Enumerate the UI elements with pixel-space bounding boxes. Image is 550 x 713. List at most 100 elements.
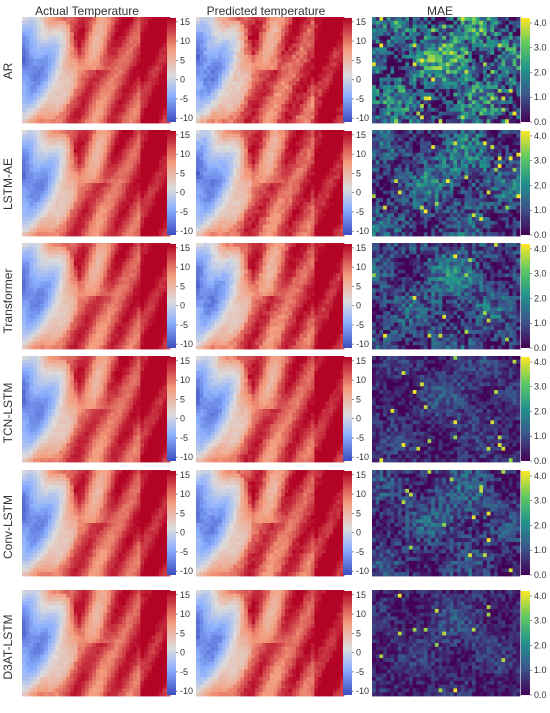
heatmap-cell bbox=[99, 107, 104, 113]
heatmap-cell bbox=[207, 104, 212, 109]
heatmap-cell bbox=[73, 141, 78, 146]
heatmap-cell bbox=[446, 85, 451, 90]
heatmap-cell bbox=[162, 130, 167, 135]
heatmap-cell bbox=[162, 17, 167, 22]
heatmap-cell bbox=[299, 160, 304, 165]
heatmap-cell bbox=[25, 85, 30, 90]
heatmap-cell bbox=[310, 35, 315, 41]
heatmap-cell bbox=[390, 51, 395, 56]
heatmap-cell bbox=[383, 47, 388, 52]
heatmap-cell bbox=[144, 205, 149, 210]
heatmap-cell bbox=[307, 115, 312, 120]
heatmap-cell bbox=[512, 35, 517, 41]
heatmap-cell bbox=[214, 96, 219, 101]
heatmap-cell bbox=[92, 179, 97, 184]
heatmap-cell bbox=[240, 100, 245, 105]
heatmap-cell bbox=[62, 156, 67, 161]
heatmap-cell bbox=[40, 194, 45, 199]
heatmap-cell bbox=[103, 17, 108, 22]
heatmap-cell bbox=[59, 164, 64, 169]
heatmap-cell bbox=[62, 66, 67, 71]
heatmap-cell bbox=[508, 51, 513, 56]
heatmap-cell bbox=[505, 92, 510, 97]
heatmap-cell bbox=[386, 20, 391, 25]
heatmap-cell bbox=[77, 28, 82, 33]
heatmap-cell bbox=[199, 20, 204, 25]
heatmap-cell bbox=[133, 66, 138, 71]
heatmap-cell bbox=[420, 119, 425, 124]
heatmap-cell bbox=[110, 171, 115, 176]
heatmap-cell bbox=[110, 194, 115, 199]
heatmap-cell bbox=[110, 28, 115, 33]
heatmap-cell bbox=[203, 175, 208, 180]
heatmap-cell bbox=[129, 213, 134, 218]
heatmap-cell bbox=[151, 115, 156, 120]
heatmap-cell bbox=[423, 107, 428, 113]
heatmap-cell bbox=[144, 85, 149, 90]
heatmap-cell bbox=[110, 47, 115, 52]
heatmap-cell bbox=[262, 141, 267, 146]
heatmap-cell bbox=[155, 92, 160, 97]
heatmap-cell bbox=[125, 141, 130, 146]
heatmap-cell bbox=[136, 167, 141, 173]
heatmap-cell bbox=[151, 164, 156, 169]
heatmap-cell bbox=[110, 164, 115, 169]
heatmap-cell bbox=[207, 81, 212, 86]
heatmap-cell bbox=[490, 35, 495, 41]
heatmap-cell bbox=[501, 62, 506, 67]
heatmap-cell bbox=[270, 133, 275, 138]
heatmap-cell bbox=[107, 51, 112, 56]
heatmap-cell bbox=[270, 39, 275, 44]
heatmap-cell bbox=[490, 58, 495, 63]
heatmap-cell bbox=[229, 152, 234, 157]
heatmap-cell bbox=[144, 39, 149, 44]
heatmap-cell bbox=[420, 35, 425, 41]
heatmap-cell bbox=[483, 88, 488, 94]
heatmap-cell bbox=[416, 115, 421, 120]
heatmap-cell bbox=[81, 133, 86, 138]
heatmap-cell bbox=[483, 43, 488, 48]
heatmap-cell bbox=[310, 85, 315, 90]
heatmap-cell bbox=[40, 133, 45, 138]
heatmap-cell bbox=[508, 77, 513, 82]
heatmap-cell bbox=[516, 107, 521, 113]
heatmap-cell bbox=[325, 104, 330, 109]
heatmap-cell bbox=[84, 152, 89, 157]
heatmap-cell bbox=[155, 66, 160, 71]
heatmap-cell bbox=[129, 156, 134, 161]
heatmap-cell bbox=[66, 66, 71, 71]
heatmap-cell bbox=[240, 62, 245, 67]
heatmap-cell bbox=[66, 156, 71, 161]
heatmap-cell bbox=[158, 167, 163, 173]
heatmap-cell bbox=[107, 190, 112, 195]
heatmap-cell bbox=[505, 81, 510, 86]
column-title-predicted: Predicted temperature bbox=[207, 4, 326, 18]
heatmap-cell bbox=[255, 175, 260, 180]
heatmap-cell bbox=[125, 175, 130, 180]
heatmap-cell bbox=[144, 152, 149, 157]
heatmap-cell bbox=[401, 17, 406, 22]
heatmap-cell bbox=[51, 228, 56, 233]
heatmap-cell bbox=[107, 141, 112, 146]
heatmap-cell bbox=[255, 20, 260, 25]
heatmap-cell bbox=[73, 66, 78, 71]
heatmap-cell bbox=[236, 47, 241, 52]
heatmap-cell bbox=[121, 217, 126, 222]
heatmap-cell bbox=[140, 194, 145, 199]
heatmap-cell bbox=[133, 77, 138, 82]
heatmap-cell bbox=[244, 81, 249, 86]
heatmap-cell bbox=[468, 62, 473, 67]
heatmap-cell bbox=[73, 107, 78, 113]
heatmap-cell bbox=[110, 58, 115, 63]
heatmap-cell bbox=[273, 35, 278, 41]
heatmap-cell bbox=[36, 148, 41, 154]
heatmap-cell bbox=[295, 66, 300, 71]
heatmap-cell bbox=[281, 104, 286, 109]
heatmap-cell bbox=[310, 171, 315, 176]
heatmap-cell bbox=[266, 145, 271, 150]
heatmap-cell bbox=[372, 85, 377, 90]
heatmap-cell bbox=[29, 133, 34, 138]
heatmap-cell bbox=[147, 32, 152, 37]
heatmap-cell bbox=[158, 20, 163, 25]
heatmap-cell bbox=[292, 104, 297, 109]
